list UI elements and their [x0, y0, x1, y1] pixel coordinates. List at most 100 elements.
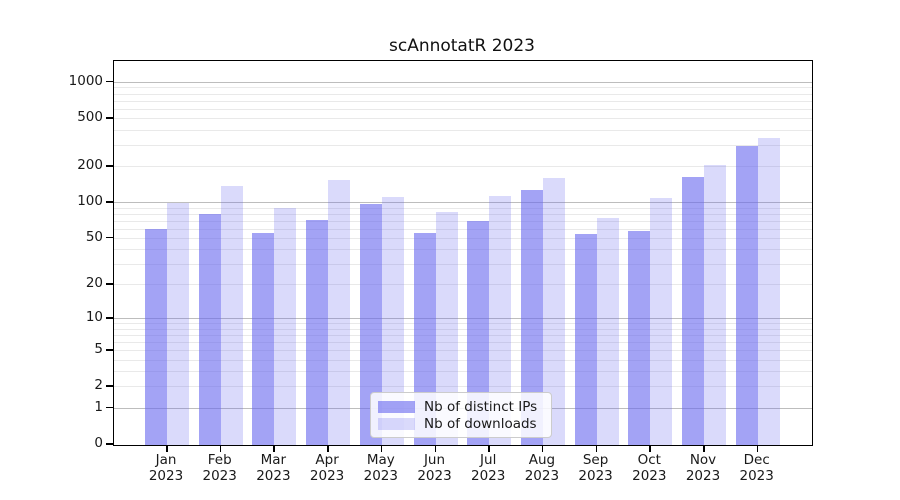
- y-tick-label: 10: [85, 309, 103, 326]
- bar-distinct-ips-apr: [306, 219, 329, 445]
- x-tick-mark: [166, 445, 168, 452]
- bar-downloads-aug: [542, 178, 565, 445]
- gridline-minor: [114, 323, 812, 325]
- x-tick-mark: [273, 445, 275, 452]
- x-tick-mark: [488, 445, 490, 452]
- x-tick-label-apr: Apr 2023: [309, 452, 345, 484]
- bar-downloads-may: [381, 197, 404, 445]
- x-tick-mark: [219, 445, 222, 452]
- x-tick-mark: [649, 445, 651, 452]
- legend-item-downloads: Nb of downloads: [378, 415, 542, 432]
- bar-downloads-apr: [328, 180, 351, 445]
- bar-distinct-ips-oct: [628, 231, 651, 445]
- gridline-minor: [114, 87, 812, 89]
- gridline-minor: [114, 220, 812, 222]
- bar-distinct-ips-mar: [252, 232, 275, 445]
- x-tick-label-jun: Jun 2023: [417, 452, 452, 484]
- x-tick-mark: [595, 445, 598, 452]
- chart-title: scAnnotatR 2023: [388, 36, 535, 56]
- bar-downloads-oct: [650, 197, 673, 445]
- y-tick-mark: [106, 201, 113, 203]
- gridline-minor: [114, 166, 812, 167]
- gridline-minor: [114, 213, 812, 215]
- legend-item-distinct-ips: Nb of distinct IPs: [378, 398, 542, 415]
- legend-label-distinct-ips: Nb of distinct IPs: [424, 398, 538, 415]
- bar-downloads-dec: [757, 137, 780, 445]
- bar-distinct-ips-jan: [145, 228, 167, 445]
- bar-distinct-ips-aug: [520, 189, 543, 445]
- x-tick-mark: [434, 445, 436, 452]
- gridline-minor: [114, 263, 812, 265]
- x-tick-label-jul: Jul 2023: [471, 452, 506, 484]
- y-tick-label: 100: [77, 193, 103, 210]
- x-tick-mark: [756, 445, 759, 452]
- legend-swatch-distinct-ips: [378, 400, 415, 413]
- bar-downloads-jul: [489, 195, 512, 445]
- gridline-major: [114, 81, 812, 83]
- y-tick-label: 0: [94, 435, 103, 451]
- gridline-minor: [114, 328, 812, 330]
- y-tick-mark: [106, 349, 113, 351]
- y-tick-mark: [106, 443, 113, 445]
- gridline-minor: [114, 237, 812, 239]
- y-tick-mark: [106, 117, 113, 119]
- y-tick-mark: [106, 283, 113, 285]
- y-tick-label: 2: [94, 377, 103, 394]
- bar-distinct-ips-may: [359, 204, 382, 445]
- gridline-major: [114, 318, 812, 320]
- plot-area: [113, 60, 813, 446]
- y-tick-label: 20: [85, 275, 103, 292]
- bar-downloads-mar: [274, 207, 297, 445]
- x-tick-label-sep: Sep 2023: [578, 452, 613, 484]
- y-tick-label: 1: [94, 398, 103, 415]
- gridline-minor: [114, 386, 812, 388]
- gridline-minor: [114, 144, 812, 146]
- x-tick-label-jan: Jan 2023: [148, 452, 184, 484]
- x-tick-label-nov: Nov 2023: [685, 452, 721, 484]
- gridline-minor: [114, 118, 812, 120]
- gridline-minor: [114, 207, 812, 209]
- bar-distinct-ips-jul: [467, 220, 490, 445]
- gridline-minor: [114, 284, 812, 286]
- legend-swatch-downloads: [378, 417, 415, 430]
- bar-downloads-jan: [167, 203, 189, 445]
- y-tick-label: 5: [94, 341, 103, 358]
- bar-downloads-sep: [596, 218, 619, 445]
- bar-distinct-ips-sep: [574, 233, 597, 445]
- x-tick-label-feb: Feb 2023: [202, 452, 237, 484]
- gridline-major: [114, 202, 812, 204]
- bar-downloads-jun: [435, 212, 458, 445]
- gridline-minor: [114, 100, 812, 102]
- y-tick-label: 50: [85, 228, 103, 245]
- gridline-minor: [114, 129, 812, 131]
- bar-distinct-ips-dec: [735, 146, 758, 445]
- bar-distinct-ips-jun: [413, 232, 436, 445]
- gridline-minor: [114, 228, 812, 230]
- x-tick-label-aug: Aug 2023: [524, 452, 560, 484]
- y-tick-mark: [106, 317, 113, 319]
- legend-label-downloads: Nb of downloads: [424, 415, 537, 432]
- y-tick-label: 1000: [68, 72, 103, 89]
- x-tick-label-oct: Oct 2023: [632, 452, 667, 484]
- bar-distinct-ips-nov: [682, 176, 704, 445]
- bar-downloads-nov: [704, 165, 726, 445]
- y-tick-mark: [106, 406, 113, 409]
- x-tick-label-mar: Mar 2023: [256, 452, 291, 484]
- gridline-minor: [114, 341, 812, 343]
- gridline-minor: [114, 350, 812, 352]
- x-tick-mark: [541, 445, 544, 452]
- x-tick-mark: [380, 445, 383, 452]
- y-tick-label: 500: [77, 109, 103, 126]
- gridline-minor: [114, 334, 812, 336]
- x-tick-label-dec: Dec 2023: [739, 452, 774, 484]
- x-tick-mark: [703, 445, 705, 452]
- x-tick-label-may: May 2023: [363, 452, 398, 484]
- y-tick-mark: [106, 236, 113, 239]
- gridline-minor: [114, 108, 812, 110]
- gridline-minor: [114, 249, 812, 251]
- gridline-minor: [114, 359, 812, 361]
- y-tick-mark: [106, 80, 113, 83]
- y-tick-label: 200: [77, 157, 103, 173]
- bar-distinct-ips-feb: [198, 214, 221, 445]
